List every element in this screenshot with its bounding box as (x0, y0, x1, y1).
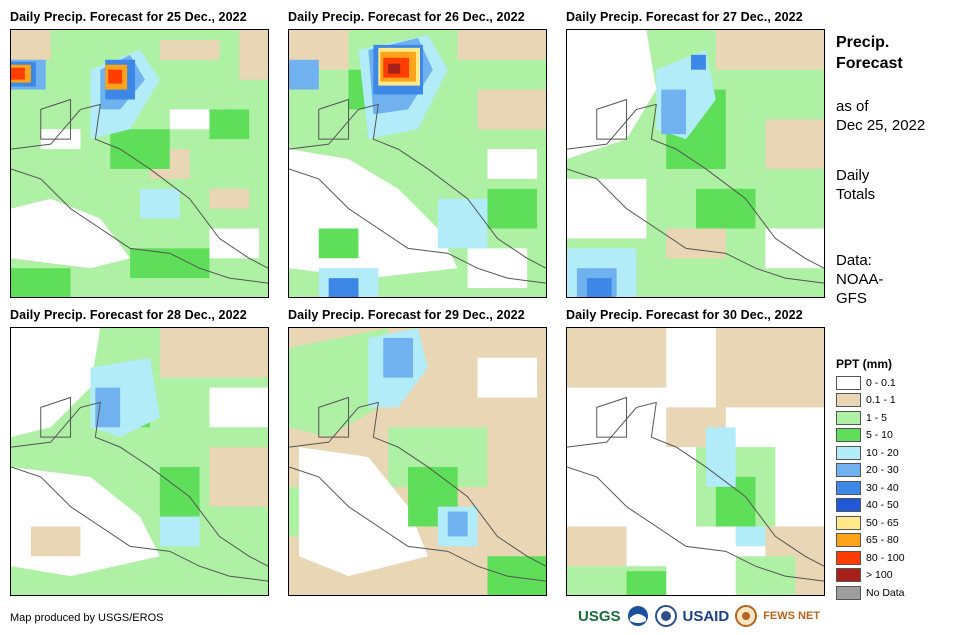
panel-title-26: Daily Precip. Forecast for 26 Dec., 2022 (288, 10, 525, 24)
legend-swatch (836, 498, 861, 513)
map-29-dec (288, 327, 547, 596)
totals-line1: Daily (836, 167, 870, 184)
map-30-dec (566, 327, 825, 596)
legend-swatch (836, 445, 861, 460)
legend-swatch (836, 463, 861, 478)
legend-label: 30 - 40 (866, 481, 899, 494)
as-of-label: as of (836, 98, 869, 115)
as-of-date: as of Dec 25, 2022 (836, 97, 925, 135)
map-26-dec (288, 29, 547, 298)
legend-item: 10 - 20 (836, 444, 905, 462)
legend-label: 50 - 65 (866, 516, 899, 529)
legend-item: 5 - 10 (836, 427, 905, 445)
daily-totals: Daily Totals (836, 166, 875, 204)
legend-label: 10 - 20 (866, 446, 899, 459)
map-25-dec (10, 29, 269, 298)
legend-swatch (836, 375, 861, 390)
side-title-line2: Forecast (836, 55, 903, 72)
panel-title-30: Daily Precip. Forecast for 30 Dec., 2022 (566, 308, 803, 322)
legend-swatch (836, 480, 861, 495)
legend-item: 65 - 80 (836, 532, 905, 550)
legend-item: 50 - 65 (836, 514, 905, 532)
legend-item: 0.1 - 1 (836, 392, 905, 410)
legend-swatch (836, 515, 861, 530)
legend-label: 5 - 10 (866, 429, 893, 442)
data-line3: GFS (836, 290, 867, 307)
legend-item: 0 - 0.1 (836, 374, 905, 392)
legend-label: No Data (866, 586, 905, 599)
usaid-logo: USAID (682, 607, 730, 625)
as-of-value: Dec 25, 2022 (836, 117, 926, 134)
legend-swatch (836, 393, 861, 408)
legend-swatch (836, 585, 861, 600)
legend-title: PPT (mm) (836, 357, 893, 371)
panel-title-28: Daily Precip. Forecast for 28 Dec., 2022 (10, 308, 247, 322)
side-title-line1: Precip. (836, 34, 890, 51)
credit-text: Map produced by USGS/EROS (10, 612, 164, 624)
fewsnet-logo: FEWS NET (763, 610, 821, 622)
data-line1: Data: (836, 252, 872, 269)
legend-swatch (836, 550, 861, 565)
legend-swatch (836, 428, 861, 443)
legend-label: 20 - 30 (866, 464, 899, 477)
map-27-dec (566, 29, 825, 298)
legend-item: 40 - 50 (836, 497, 905, 515)
legend-label: 80 - 100 (866, 551, 905, 564)
fewsnet-emblem-icon (735, 605, 758, 627)
legend-label: 0 - 0.1 (866, 376, 896, 389)
legend-label: 1 - 5 (866, 411, 888, 424)
map-28-dec (10, 327, 269, 596)
legend-item: 80 - 100 (836, 549, 905, 567)
data-source: Data: NOAA- GFS (836, 251, 884, 308)
legend-label: 0.1 - 1 (866, 394, 896, 407)
legend-swatch (836, 410, 861, 425)
legend-label: > 100 (866, 569, 893, 582)
panel-title-29: Daily Precip. Forecast for 29 Dec., 2022 (288, 308, 525, 322)
legend-label: 40 - 50 (866, 499, 899, 512)
legend-item: No Data (836, 584, 905, 602)
legend-item: > 100 (836, 567, 905, 585)
usgs-logo: USGS (578, 607, 621, 625)
legend-swatch (836, 568, 861, 583)
data-line2: NOAA- (836, 271, 884, 288)
legend-label: 65 - 80 (866, 534, 899, 547)
totals-line2: Totals (836, 186, 876, 203)
usda-seal-icon (654, 605, 677, 627)
noaa-logo-icon (627, 606, 648, 626)
legend-item: 30 - 40 (836, 479, 905, 497)
panel-title-27: Daily Precip. Forecast for 27 Dec., 2022 (566, 10, 803, 24)
legend: 0 - 0.1 0.1 - 1 1 - 5 5 - 10 10 - 20 20 - 30 3… (836, 374, 905, 602)
logos: USGS USAID FEWS NET (578, 603, 820, 629)
panel-title-25: Daily Precip. Forecast for 25 Dec., 2022 (10, 10, 247, 24)
legend-item: 1 - 5 (836, 409, 905, 427)
legend-swatch (836, 533, 861, 548)
legend-item: 20 - 30 (836, 462, 905, 480)
side-title: Precip. Forecast (836, 32, 903, 74)
